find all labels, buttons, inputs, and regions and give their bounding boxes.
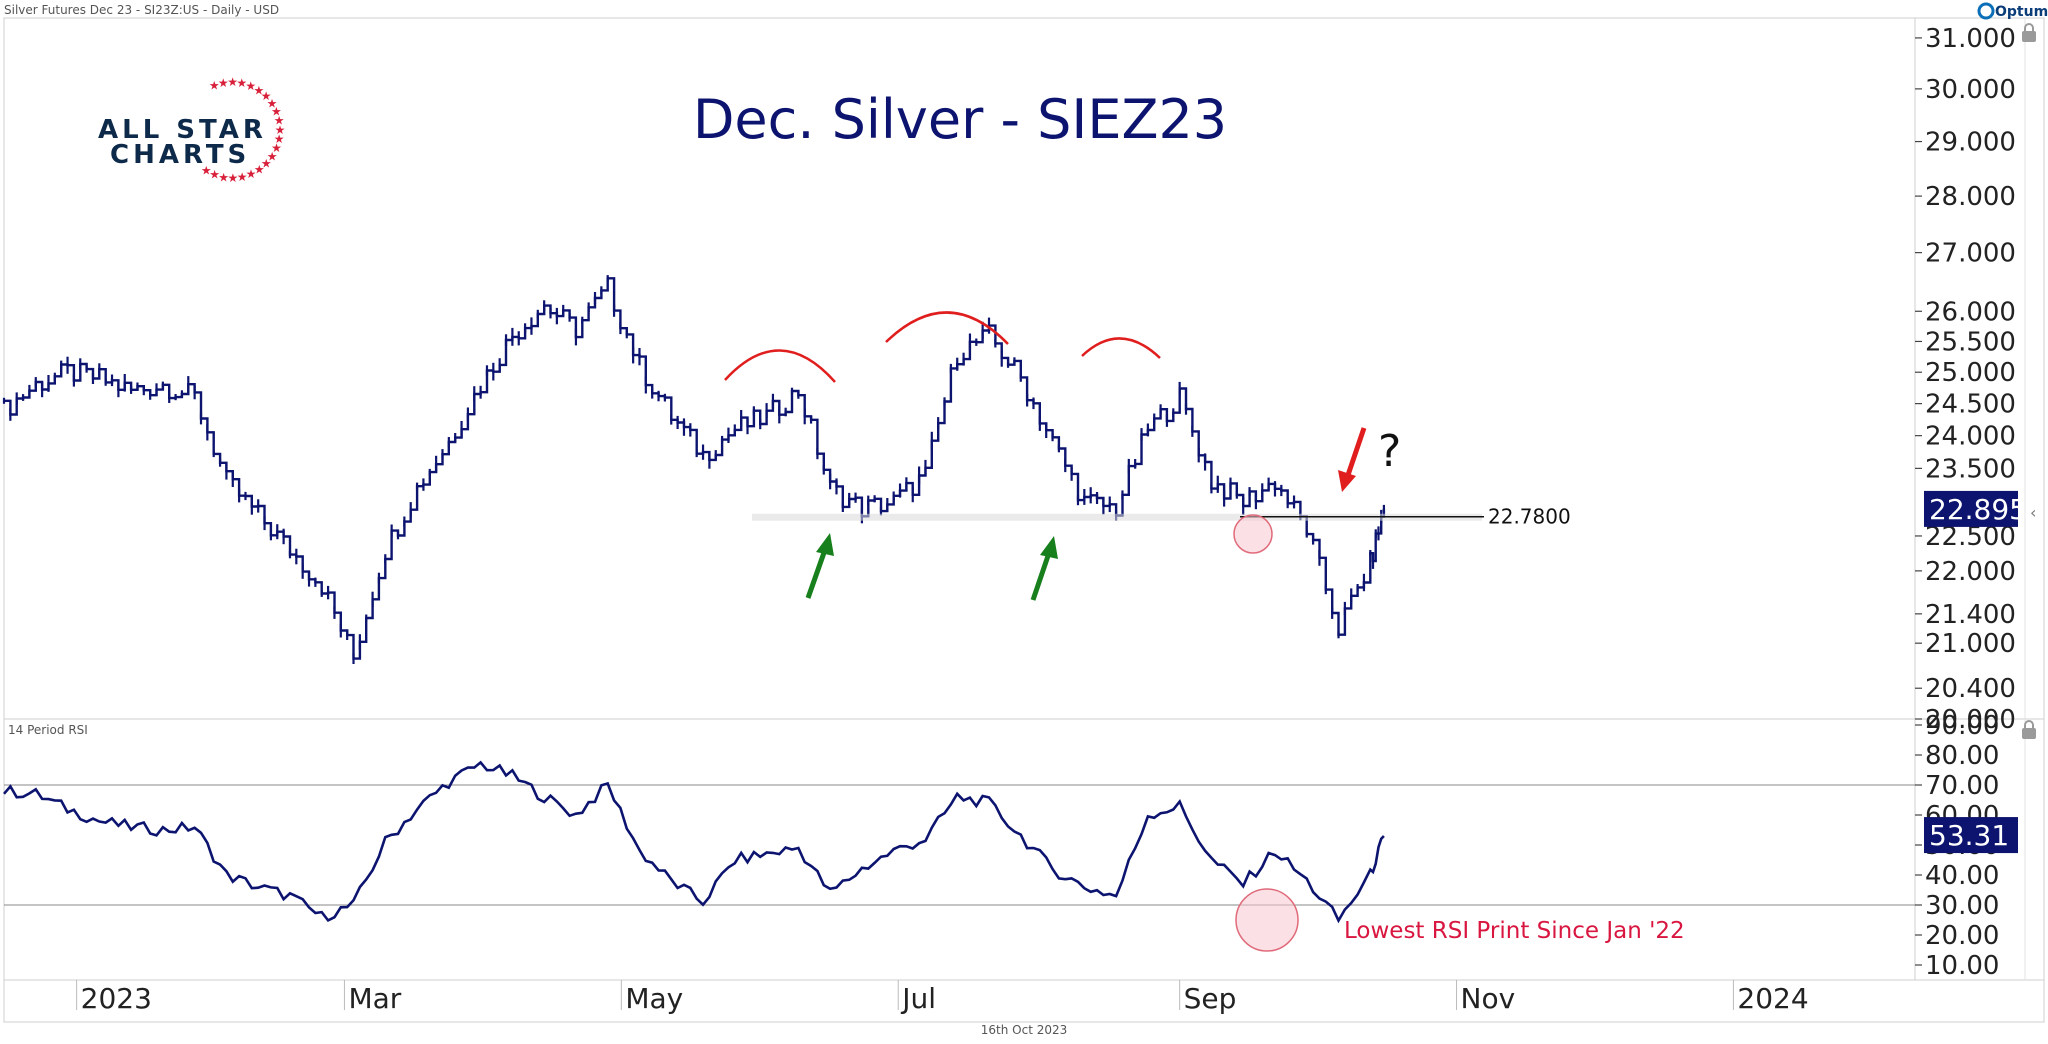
rsi-tick-label: 90.00 [1925,711,1999,741]
last-rsi-flag: 53.31 [1924,817,2018,854]
logo-star-icon: ★ [237,170,248,184]
price-pane-lock-icon[interactable] [2022,23,2036,42]
price-tick-label: 24.500 [1925,390,2016,420]
price-tick-label: 21.000 [1925,629,2016,659]
rsi-tick-label: 80.00 [1925,741,1999,771]
red-arrow [1338,427,1367,492]
logo-star-icon: ★ [274,114,285,128]
logo-star-icon: ★ [254,163,265,177]
logo-star-icon: ★ [201,164,212,178]
level-label: 22.7800 [1488,505,1571,529]
price-tick-label: 22.500 [1925,522,2016,552]
support-band [752,513,1482,521]
green-arrow-2 [1030,536,1058,601]
logo-star-ring: ★★★★★★★★★★★★★★★★★★★★★★ [201,75,285,185]
price-tick-label: 21.400 [1925,600,2016,630]
rsi-pane-title: 14 Period RSI [8,723,88,737]
chart-title: Dec. Silver - SIEZ23 [693,88,1227,151]
date-tick-label: Jul [900,982,936,1015]
rsi-tick-label: 20.00 [1925,921,1999,951]
all-star-charts-logo: ★★★★★★★★★★★★★★★★★★★★★★ ALL STAR CHARTS [98,75,285,185]
price-tick-label: 24.000 [1925,422,2016,452]
rsi-low-circle [1235,888,1299,952]
logo-star-icon: ★ [261,157,272,171]
price-tick-label: 26.000 [1925,297,2016,327]
price-tick-label: 20.400 [1925,674,2016,704]
logo-star-icon: ★ [218,170,229,184]
optuma-brand-label: Optuma [1995,4,2048,20]
date-axis: 2023 Mar May Jul Sep Nov 2024 [76,980,1809,1015]
date-tick-label: 2024 [1737,982,1808,1015]
logo-star-icon: ★ [218,76,229,90]
collapse-chevron-icon[interactable]: ‹ [2030,503,2036,522]
logo-star-icon: ★ [271,105,282,119]
price-tick-label: 25.000 [1925,358,2016,388]
rsi-reference-lines [4,784,1915,906]
logo-star-icon: ★ [246,167,257,181]
breakdown-circle [1233,514,1273,554]
logo-star-icon: ★ [228,171,239,185]
price-axis: 31.000 30.000 29.000 28.000 27.000 26.00025.5… [1915,24,2016,735]
logo-line-2: CHARTS [110,140,250,170]
last-price-flag: 22.895 [1924,490,2027,527]
price-tick-label: 25.500 [1925,327,2016,357]
logo-star-icon: ★ [254,83,265,97]
rsi-tick-label: 10.00 [1925,951,1999,981]
rsi-note: Lowest RSI Print Since Jan '22 [1344,918,1685,944]
last-rsi-value: 53.31 [1929,819,2009,852]
logo-star-icon: ★ [245,79,256,93]
logo-line-1: ALL STAR [98,115,267,145]
price-tick-label: 20.000 [1925,705,2016,735]
logo-star-icon: ★ [267,96,278,110]
logo-star-icon: ★ [209,78,220,92]
logo-star-icon: ★ [267,149,278,163]
optuma-brand[interactable]: Optuma [1977,2,2048,20]
logo-star-icon: ★ [274,132,285,146]
rsi-tick-label: 40.00 [1925,861,1999,891]
logo-star-icon: ★ [227,75,238,89]
rsi-tick-label: 70.00 [1925,771,1999,801]
logo-star-icon: ★ [209,168,220,182]
top-arc-2 [885,311,1009,345]
last-price-value: 22.895 [1929,493,2027,526]
logo-star-icon: ★ [275,123,286,137]
question-mark: ? [1378,426,1401,477]
top-arc-1 [724,349,836,383]
logo-star-icon: ★ [236,76,247,90]
instrument-header: Silver Futures Dec 23 - SI23Z:US - Daily… [4,3,279,17]
rsi-pane-lock-icon[interactable] [2022,720,2036,739]
top-arc-3 [1081,337,1161,359]
date-tick-label: Sep [1184,982,1237,1015]
rsi-tick-label: 30.00 [1925,891,1999,921]
logo-star-icon: ★ [271,141,282,155]
footer-date: 16th Oct 2023 [981,1023,1068,1037]
price-tick-label: 29.000 [1925,128,2016,158]
price-series [2,275,1386,664]
date-tick-label: 2023 [81,982,152,1015]
green-arrow-1 [805,533,834,599]
price-tick-label: 30.000 [1925,75,2016,105]
rsi-series [3,760,1385,924]
date-tick-label: Mar [348,982,401,1015]
price-tick-label: 23.500 [1925,454,2016,484]
date-tick-label: Nov [1461,982,1516,1015]
logo-star-icon: ★ [261,89,272,103]
date-tick-label: May [625,982,683,1015]
price-tick-label: 22.000 [1925,557,2016,587]
price-tick-label: 28.000 [1925,182,2016,212]
price-tick-label: 31.000 [1925,24,2016,54]
price-tick-label: 27.000 [1925,239,2016,269]
optuma-logo-icon [1977,2,1995,20]
rsi-line [3,760,1385,924]
